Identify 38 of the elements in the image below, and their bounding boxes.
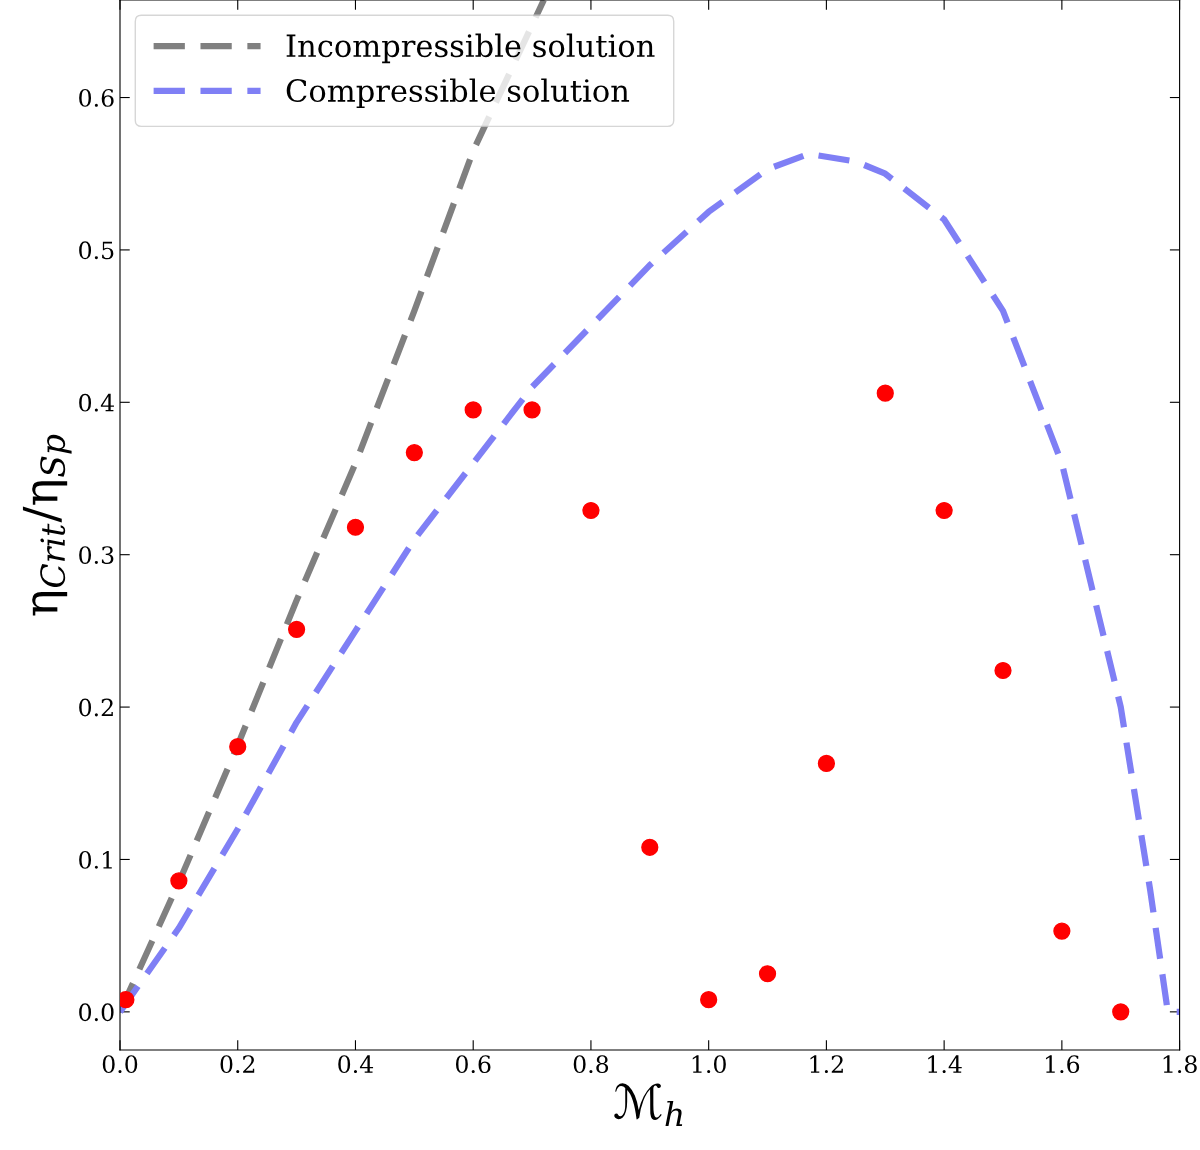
point xyxy=(346,518,365,536)
point xyxy=(170,872,188,890)
point xyxy=(464,401,482,419)
y-tick-label: 0.1 xyxy=(79,850,112,869)
legend-label: Compressible solution xyxy=(286,78,630,109)
point xyxy=(817,754,836,773)
x-tick-label: 1.6 xyxy=(1045,1055,1080,1074)
point xyxy=(229,738,247,756)
point xyxy=(876,384,894,402)
point xyxy=(935,501,953,520)
y-axis-title: η$_{Crit}$/η$_{Sp}$ xyxy=(22,434,72,616)
point xyxy=(405,443,423,462)
point xyxy=(758,965,777,983)
point xyxy=(523,401,541,419)
point xyxy=(287,620,306,638)
point xyxy=(641,838,659,856)
x-tick-label: 0.0 xyxy=(102,1055,138,1074)
x-tick-label: 0.2 xyxy=(220,1055,255,1074)
point xyxy=(994,661,1012,680)
x-tick-label: 0.6 xyxy=(455,1055,491,1074)
y-tick-label: 0.0 xyxy=(79,1003,114,1022)
y-tick-label: 0.5 xyxy=(79,241,114,260)
x-tick-label: 1.8 xyxy=(1163,1055,1197,1074)
x-tick-label: 0.4 xyxy=(338,1055,374,1074)
point xyxy=(582,501,600,520)
x-axis-title: ℳ$_{h}$ xyxy=(614,1083,683,1127)
x-tick-label: 0.8 xyxy=(573,1055,609,1074)
point xyxy=(1112,1003,1130,1021)
point xyxy=(1053,922,1071,940)
legend-label: Incompressible solution xyxy=(286,33,655,64)
y-tick-label: 0.3 xyxy=(79,546,114,564)
y-tick-label: 0.4 xyxy=(79,393,114,412)
y-tick-label: 0.2 xyxy=(79,698,113,717)
x-tick-label: 1.0 xyxy=(692,1055,726,1074)
x-tick-label: 1.2 xyxy=(810,1055,843,1074)
x-tick-label: 1.4 xyxy=(928,1055,962,1074)
y-tick-label: 0.6 xyxy=(79,88,114,107)
point xyxy=(700,991,718,1009)
